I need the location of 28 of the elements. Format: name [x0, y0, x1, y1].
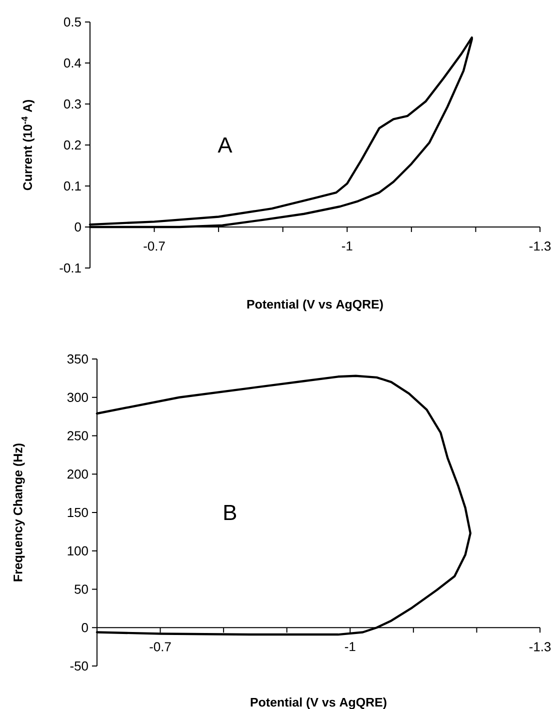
x-tick-label: -1.3 — [529, 242, 551, 251]
y-tick-label: 0.3 — [64, 99, 81, 109]
x-tick-label: -1 — [342, 242, 352, 250]
x-tick-label: -1 — [344, 642, 356, 652]
y-tick-label: 50 — [74, 584, 88, 594]
x-axis-title: Potential (V vs AgQRE) — [250, 698, 386, 709]
y-axis-title: Current (10$^{-4}$ A) — [22, 100, 34, 190]
y-tick-label: -50 — [70, 661, 88, 671]
y-tick-label: 0.4 — [64, 58, 82, 68]
annotation: B — [224, 504, 236, 520]
y-tick-label: 300 — [67, 392, 88, 402]
x-tick-label: -1.3 — [529, 642, 551, 652]
annotation: A — [218, 137, 232, 153]
y-tick-label: 100 — [68, 546, 88, 556]
y-tick-label: 0.2 — [64, 140, 81, 150]
y-tick-label: -0.1 — [60, 263, 81, 273]
y-tick-label: 250 — [68, 431, 88, 440]
y-tick-label: 200 — [68, 470, 88, 479]
x-tick-label: -0.7 — [150, 642, 171, 652]
y-tick-label: 150 — [68, 508, 88, 518]
x-tick-label: -0.7 — [144, 242, 165, 251]
y-tick-label: 0 — [82, 623, 88, 632]
y-tick-label: 0.5 — [64, 17, 81, 27]
y-axis-title: Frequency Change (Hz) — [13, 444, 25, 582]
x-axis-title: Potential (V vs AgQRE) — [247, 300, 383, 312]
y-tick-label: 350 — [67, 354, 88, 364]
y-tick-label: 0.1 — [64, 181, 81, 191]
y-tick-label: 0 — [74, 222, 81, 232]
